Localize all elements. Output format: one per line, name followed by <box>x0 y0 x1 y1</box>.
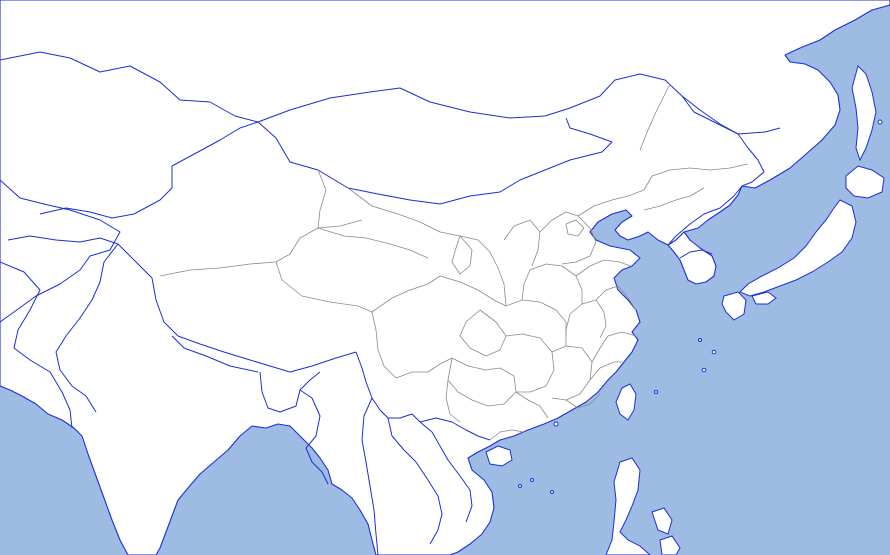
jiangsu-border <box>595 285 637 311</box>
henan-border <box>521 263 583 304</box>
hunan-border <box>505 333 555 393</box>
jilin-heilongjiang-border <box>651 163 749 177</box>
sakhalin-island <box>851 65 877 162</box>
russia-mongolia-border <box>0 51 781 135</box>
kazakhstan-china-border <box>171 121 259 167</box>
xinjiang-gansu-border <box>317 169 327 229</box>
myanmar-india-border <box>299 389 329 485</box>
sichuan-shaanxi-border <box>439 275 507 307</box>
sichuan-yunnan-border <box>395 357 453 379</box>
shanxi-border <box>503 219 541 267</box>
laos-vietnam-border <box>419 421 473 523</box>
jiangxi-border <box>551 345 593 401</box>
yunnan-guangxi-border <box>445 379 461 423</box>
innermongolia-heilongjiang-border <box>639 83 671 151</box>
thailand-laos-border <box>387 417 443 545</box>
korea-peninsula <box>667 231 717 285</box>
thailand-myanmar-border <box>361 397 379 555</box>
guizhou-border <box>447 357 517 407</box>
afghanistan-pakistan-border <box>0 261 73 429</box>
myanmar-china-border <box>355 351 421 423</box>
mongolia-china-border <box>257 117 613 205</box>
ryukyu-island-2 <box>711 349 717 355</box>
japan-hokkaido <box>845 165 885 199</box>
ningxia-border <box>451 235 473 275</box>
india-pakistan-border <box>55 243 119 413</box>
tajikistan-border <box>7 235 119 245</box>
ryukyu-island-4 <box>654 390 658 394</box>
paracel-island-1 <box>518 484 522 488</box>
innermongolia-liaoning-border <box>577 175 653 217</box>
hainan-strait-line <box>489 429 525 441</box>
japan-shikoku <box>751 291 777 305</box>
province-borders <box>159 83 749 441</box>
taiwan-island <box>615 383 637 421</box>
qinghai-tibet-border <box>275 261 373 313</box>
paracel-island-2 <box>530 478 534 482</box>
beijing-tianjin-border <box>565 219 585 237</box>
spratly-island <box>550 490 554 494</box>
philippines-mindoro <box>659 535 681 555</box>
japan-honshu <box>739 199 857 297</box>
shandong-border <box>575 259 631 277</box>
kuril-island <box>877 119 883 125</box>
anhui-border <box>565 299 607 346</box>
hainan-island <box>485 445 513 467</box>
kyrgyzstan-border <box>39 166 173 219</box>
zhejiang-border <box>591 331 637 363</box>
hebei-border <box>539 211 597 265</box>
ryukyu-island-1 <box>701 367 707 373</box>
china-vietnam-border <box>419 417 491 441</box>
china-korea-border <box>667 185 743 246</box>
tibet-sichuan-border <box>371 311 397 379</box>
guangdong-fujian-border <box>565 393 601 409</box>
sichuan-qinghai-border <box>371 275 441 313</box>
china-india-west-border <box>117 243 357 373</box>
china-russia-northeast-border <box>681 95 765 187</box>
japan-kyushu <box>721 291 747 321</box>
country-borders <box>0 51 781 555</box>
hubei-border <box>505 299 567 336</box>
philippines-luzon <box>605 457 651 555</box>
korea-dmz <box>679 249 713 259</box>
nepal-india-border <box>171 335 259 373</box>
chongqing-border <box>459 309 507 357</box>
pratas-island <box>553 421 559 427</box>
bangladesh-border <box>259 371 321 413</box>
philippines-visayas <box>651 507 673 535</box>
shaanxi-border <box>477 239 507 307</box>
xinjiang-tibet-border <box>159 219 363 277</box>
qinghai-gansu-border <box>317 227 429 259</box>
central-asia-border <box>0 179 121 323</box>
ryukyu-island-3 <box>698 338 702 342</box>
liaoning-jilin-border <box>643 187 705 211</box>
guangxi-guangdong-border <box>515 391 549 419</box>
fujian-border <box>589 361 624 381</box>
